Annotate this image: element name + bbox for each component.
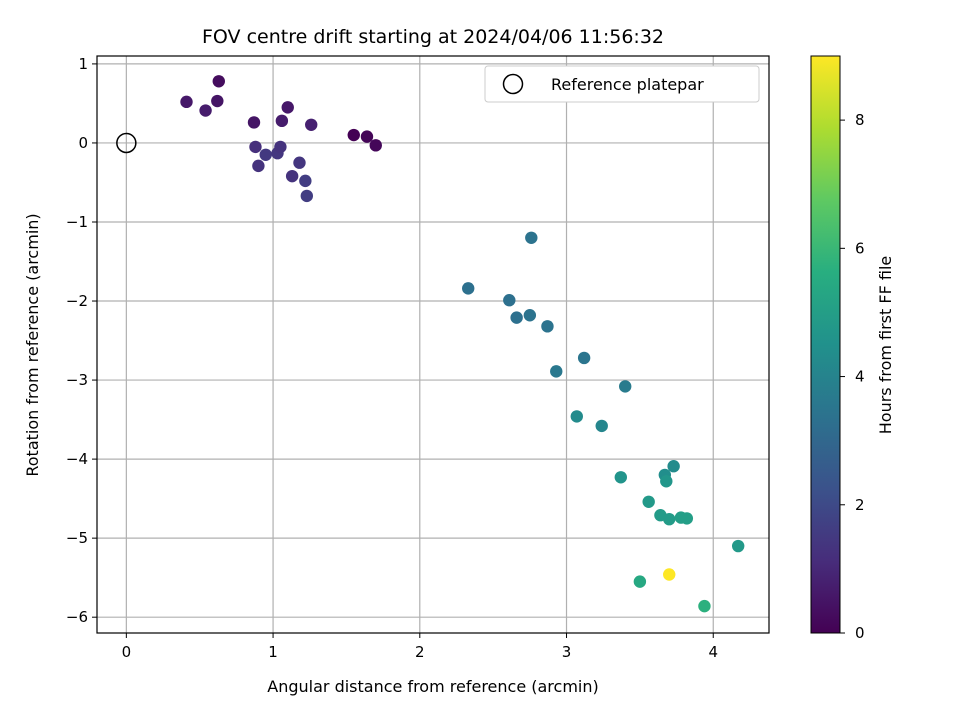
colorbar-tick-label: 8 [855, 111, 865, 129]
x-tick-label: 3 [562, 643, 572, 661]
data-point [360, 130, 374, 143]
data-point [680, 512, 694, 525]
data-point [663, 568, 676, 581]
chart-title: FOV centre drift starting at 2024/04/06 … [202, 26, 664, 48]
data-point [698, 599, 711, 613]
data-point [595, 419, 608, 433]
data-point [281, 101, 294, 114]
reference-marker [116, 132, 137, 154]
x-axis-ticks: 0 1 2 3 4 [122, 633, 718, 661]
data-point [550, 365, 563, 378]
data-point [577, 351, 591, 365]
x-tick-label: 1 [268, 643, 278, 661]
x-tick-label: 2 [415, 643, 425, 661]
data-point [633, 575, 647, 588]
y-tick-label: −6 [66, 608, 88, 626]
data-point [614, 471, 628, 484]
data-point [300, 189, 314, 203]
data-point [619, 380, 632, 393]
data-point [285, 169, 299, 183]
data-point [667, 460, 680, 473]
legend: Reference platepar [484, 65, 760, 103]
grid-lines [97, 56, 769, 633]
y-tick-label: −1 [66, 213, 88, 231]
data-point [252, 159, 265, 173]
y-tick-label: −5 [66, 529, 88, 547]
legend-box [484, 65, 760, 103]
data-point [503, 294, 516, 307]
data-point [369, 139, 382, 152]
x-tick-label: 0 [122, 643, 132, 661]
data-point [525, 231, 538, 244]
x-tick-label: 4 [708, 643, 718, 661]
data-point [249, 140, 262, 154]
data-point [211, 94, 224, 108]
colorbar: 0 2 4 6 8 Hours from first FF file [810, 55, 895, 642]
x-axis-title: Angular distance from reference (arcmin) [267, 677, 598, 696]
plot-frame [96, 55, 770, 634]
data-point [305, 118, 318, 131]
data-point [510, 311, 523, 324]
data-point [642, 495, 655, 508]
colorbar-gradient [810, 55, 841, 634]
data-point [541, 320, 554, 333]
data-point [570, 410, 583, 423]
y-tick-label: −3 [66, 371, 88, 389]
data-point [212, 75, 225, 88]
colorbar-tick-label: 0 [855, 624, 865, 642]
y-axis-title: Rotation from reference (arcmin) [23, 213, 42, 476]
data-point [259, 148, 272, 162]
data-point [293, 156, 306, 169]
y-tick-label: 1 [78, 55, 88, 73]
colorbar-label: Hours from first FF file [876, 256, 895, 435]
data-point [347, 128, 360, 142]
data-point [180, 95, 193, 109]
legend-label: Reference platepar [551, 75, 704, 94]
reference-point [116, 132, 137, 154]
colorbar-tick-label: 6 [855, 239, 865, 257]
data-points [180, 75, 745, 613]
colorbar-ticks: 0 2 4 6 8 [840, 111, 865, 642]
legend-marker [502, 73, 524, 95]
y-tick-label: −4 [66, 450, 88, 468]
data-point [663, 512, 676, 526]
y-tick-label: −2 [66, 292, 88, 310]
y-axis-ticks: 1 0 −1 −2 −3 −4 −5 −6 [66, 55, 97, 626]
y-tick-label: 0 [78, 134, 88, 152]
data-point [274, 140, 287, 154]
colorbar-tick-label: 4 [855, 368, 865, 386]
data-point [247, 116, 261, 129]
data-point [731, 539, 745, 553]
data-point [523, 309, 537, 322]
data-point [275, 114, 289, 128]
data-point [462, 282, 475, 295]
data-point [199, 104, 212, 117]
data-point [660, 475, 673, 488]
data-point [299, 174, 312, 188]
colorbar-tick-label: 2 [855, 496, 865, 514]
